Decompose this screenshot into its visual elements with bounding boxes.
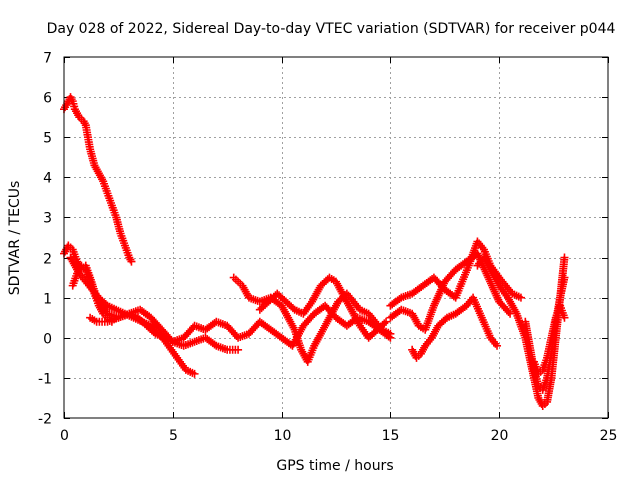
data-point-marker bbox=[493, 341, 502, 350]
series-satellite-track-i bbox=[408, 293, 502, 362]
series-satellite-track-f bbox=[255, 273, 391, 342]
data-point-marker bbox=[386, 329, 395, 338]
grid-lines bbox=[64, 57, 608, 418]
tick-labels: 0 5 10 15 20 25 -2 -1 0 1 2 3 4 5 6 7 bbox=[38, 51, 617, 445]
y-tick-label: 1 bbox=[43, 292, 52, 308]
series-satellite-track-g bbox=[386, 237, 525, 310]
data-points bbox=[60, 93, 569, 410]
x-tick-label: 10 bbox=[274, 428, 292, 444]
data-point-marker bbox=[504, 307, 513, 316]
y-tick-label: 3 bbox=[43, 211, 52, 227]
x-tick-label: 0 bbox=[60, 428, 69, 444]
y-tick-label: 7 bbox=[43, 51, 52, 67]
data-point-marker bbox=[560, 313, 569, 322]
series-satellite-track-l bbox=[530, 301, 569, 378]
data-point-marker bbox=[560, 273, 569, 282]
plot-frame bbox=[63, 56, 609, 419]
y-axis-label: SDTVAR / TECUs bbox=[7, 181, 23, 296]
y-tick-label: 2 bbox=[43, 252, 52, 268]
y-tick-label: 4 bbox=[43, 171, 52, 187]
x-tick-label: 5 bbox=[169, 428, 178, 444]
x-tick-label: 15 bbox=[382, 428, 400, 444]
data-point-marker bbox=[560, 253, 569, 262]
series-satellite-track-h bbox=[386, 249, 515, 334]
data-point-marker bbox=[380, 319, 389, 328]
data-point-marker bbox=[234, 345, 243, 354]
data-point-marker bbox=[127, 257, 136, 266]
series-satellite-track-e bbox=[229, 273, 395, 366]
x-tick-label: 20 bbox=[491, 428, 509, 444]
data-point-marker bbox=[190, 369, 199, 378]
data-point-marker bbox=[516, 293, 525, 302]
series-satellite-track-high-decay bbox=[60, 93, 136, 266]
data-point-marker bbox=[382, 317, 391, 326]
chart-title: Day 028 of 2022, Sidereal Day-to-day VTE… bbox=[47, 21, 616, 37]
x-tick-label: 25 bbox=[600, 428, 618, 444]
y-tick-label: 0 bbox=[43, 332, 52, 348]
y-tick-label: -1 bbox=[38, 372, 52, 388]
y-tick-label: 6 bbox=[43, 91, 52, 107]
series-satellite-track-d bbox=[86, 309, 243, 354]
y-tick-label: -2 bbox=[38, 412, 52, 428]
y-tick-label: 5 bbox=[43, 131, 52, 147]
x-axis-label: GPS time / hours bbox=[276, 458, 393, 474]
